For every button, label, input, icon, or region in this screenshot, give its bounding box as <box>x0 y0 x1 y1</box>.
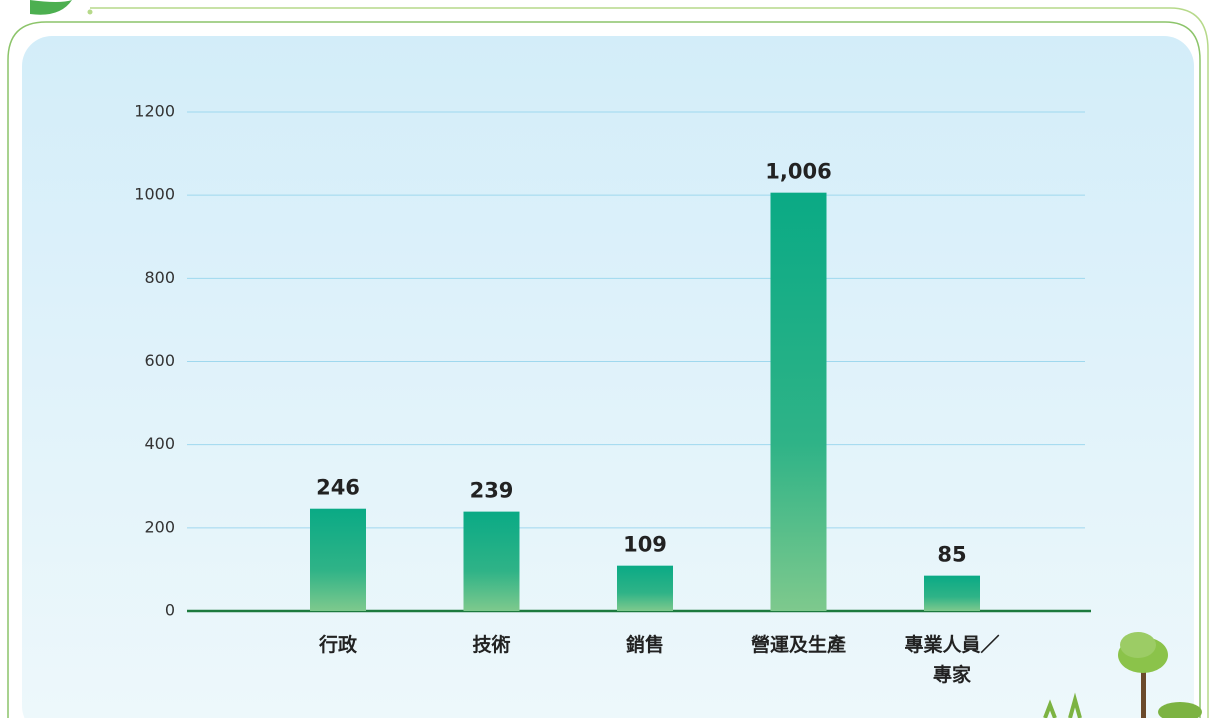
value-label: 239 <box>470 479 514 503</box>
y-tick-label: 400 <box>144 434 175 453</box>
y-tick-label: 1200 <box>134 102 175 121</box>
value-label: 1,006 <box>765 160 831 184</box>
page: 0200400600800100012002462391091,00685 ((… <box>0 0 1211 718</box>
bar <box>771 193 827 611</box>
bar <box>464 512 520 611</box>
value-label: 246 <box>316 476 360 500</box>
bar <box>924 576 980 611</box>
y-tick-label: 800 <box>144 268 175 287</box>
x-tick-label: 專業人員／專家 <box>897 630 1007 690</box>
panel <box>22 36 1194 718</box>
chart: 0 200 400 600 800 1000 1200 246 239 109 1,006 85 <box>0 0 1211 718</box>
leaf-icon <box>30 0 72 15</box>
x-tick-label: 銷售 <box>590 630 700 660</box>
x-tick-label: 行政 <box>283 630 393 660</box>
y-tick-label: 200 <box>144 517 175 536</box>
value-label: 85 <box>937 543 966 567</box>
bar <box>617 566 673 611</box>
x-tick-label: 營運及生產 <box>744 630 854 660</box>
y-tick-label: 600 <box>144 351 175 370</box>
y-tick-label: 0 <box>165 601 175 620</box>
x-tick-label: 技術 <box>437 630 547 660</box>
y-tick-label: 1000 <box>134 185 175 204</box>
bar <box>310 509 366 611</box>
dot <box>88 10 93 15</box>
value-label: 109 <box>623 533 667 557</box>
